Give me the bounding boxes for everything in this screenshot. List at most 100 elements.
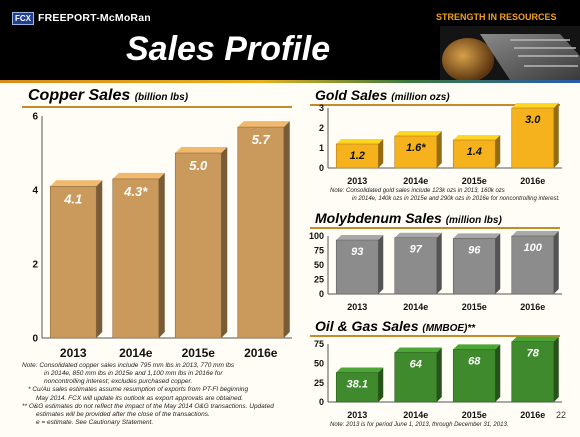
copper-note-line: in 2014e, 850 mm lbs in 2015e and 1,100 …: [44, 370, 223, 378]
gold-title-underline: [310, 104, 560, 106]
accent-strip: [0, 80, 580, 83]
bar-top: [453, 135, 501, 140]
bar: [394, 237, 438, 295]
x-tick-label: 2014e: [403, 176, 428, 186]
x-tick-label: 2014e: [119, 346, 153, 360]
bar-side: [378, 139, 384, 168]
bar-top: [336, 367, 384, 373]
x-tick-label: 2014e: [403, 410, 428, 420]
bar: [511, 235, 555, 295]
data-label: 64: [410, 359, 422, 371]
company-name: FREEPORT-McMoRan: [38, 12, 151, 24]
x-tick-label: 2013: [60, 346, 87, 360]
bar: [112, 178, 160, 339]
bar: [237, 126, 285, 339]
y-tick-label: 6: [32, 112, 38, 123]
data-label: 1.4: [467, 146, 482, 158]
moly-unit: (million lbs): [445, 215, 502, 226]
slide-title: Sales Profile: [126, 30, 331, 68]
bar-top: [50, 180, 103, 187]
y-tick-label: 3: [319, 103, 324, 113]
x-tick-label: 2016e: [520, 410, 545, 420]
moly-chart: 0 25 50 75 100 93 2013 97 2014e 96 2015e 100 2016e: [309, 231, 562, 312]
bar-side: [378, 235, 384, 294]
y-tick-label: 25: [314, 378, 324, 388]
y-tick-label: 100: [309, 231, 324, 241]
bar: [452, 139, 496, 169]
oilgas-notes: Note: 2013 is for period June 1, 2013, t…: [330, 422, 570, 430]
oilgas-title-underline: [310, 335, 560, 337]
copper-note-line: e = estimate. See Cautionary Statement.: [36, 418, 154, 426]
x-tick-label: 2015e: [462, 302, 487, 312]
logo-text: FCX: [15, 14, 31, 23]
copper-note-line: noncontrolling interest; excludes purcha…: [44, 378, 193, 386]
x-tick-label: 2015e: [462, 176, 487, 186]
copper-note-line: May 2014. FCX will update its outlook as…: [36, 394, 244, 402]
bar-side: [495, 344, 501, 402]
x-tick-label: 2016e: [520, 176, 545, 186]
bar-top: [237, 121, 290, 128]
oilgas-title-text: Oil & Gas Sales: [315, 318, 419, 334]
copper-title-text: Copper Sales: [28, 87, 131, 104]
copper-note-line: ** O&G estimates do not reflect the impa…: [22, 402, 274, 410]
data-label: 96: [468, 244, 481, 256]
company-logo-icon: FCX: [12, 12, 34, 25]
oilgas-title: Oil & Gas Sales (MMBOE)**: [315, 318, 475, 334]
y-tick-label: 0: [319, 397, 324, 407]
gold-notes: Note: Consolidated gold sales include 12…: [330, 188, 570, 203]
copper-chart: 0 2 4 6 4.1 2013 4.3* 2014e 5.0 2015e 5.7 2016e: [32, 112, 292, 360]
copper-title-underline: [22, 106, 292, 108]
bar-top: [336, 235, 384, 241]
y-tick-label: 0: [32, 334, 38, 345]
x-tick-label: 2014e: [403, 302, 428, 312]
y-tick-label: 0: [319, 163, 324, 173]
y-tick-label: 50: [314, 358, 324, 368]
data-label: 93: [351, 246, 363, 258]
y-tick-label: 4: [32, 186, 38, 197]
bar-side: [378, 367, 384, 402]
page-number: 22: [556, 410, 567, 420]
x-tick-label: 2015e: [182, 346, 216, 360]
bar-side: [283, 121, 290, 338]
copper-title: Copper Sales (billion lbs): [28, 87, 188, 105]
bar: [511, 341, 555, 403]
data-label: 97: [410, 244, 423, 256]
y-tick-label: 2: [32, 260, 38, 271]
y-tick-label: 2: [319, 123, 324, 133]
bar-side: [436, 131, 442, 168]
bar-top: [336, 139, 384, 144]
x-tick-label: 2016e: [244, 346, 278, 360]
bar-top: [453, 233, 501, 239]
bar-top: [175, 147, 228, 153]
mining-imagery-icon: [440, 26, 580, 80]
moly-title-text: Molybdenum Sales: [315, 210, 442, 226]
data-label: 68: [468, 355, 481, 367]
data-label: 4.3*: [123, 184, 148, 199]
bar: [394, 135, 438, 169]
bar-top: [453, 344, 501, 350]
bar-side: [495, 135, 501, 168]
bar: [452, 238, 496, 295]
data-label: 5.0: [189, 158, 208, 173]
y-tick-label: 1: [319, 143, 324, 153]
bar: [335, 239, 379, 295]
bar-top: [511, 336, 559, 342]
bar: [394, 352, 438, 403]
x-tick-label: 2013: [347, 176, 367, 186]
data-label: 100: [524, 242, 543, 254]
bar-side: [436, 347, 442, 402]
bar-side: [553, 103, 559, 168]
bar: [452, 349, 496, 403]
bar-side: [158, 172, 165, 338]
oilgas-note-line: Note: 2013 is for period June 1, 2013, t…: [330, 422, 509, 428]
moly-title: Molybdenum Sales (million lbs): [315, 210, 502, 226]
bar-side: [96, 180, 103, 338]
data-label: 4.1: [63, 191, 82, 206]
x-tick-label: 2016e: [520, 302, 545, 312]
bar: [174, 152, 222, 339]
bar-top: [112, 172, 165, 179]
bar-top: [511, 103, 559, 108]
copper-notes: Note: Consolidated copper sales include …: [22, 362, 322, 427]
y-tick-label: 25: [314, 275, 324, 285]
oilgas-chart: 0 25 50 75 38.1 2013 64 2014e 68 2015e 78 2016e: [314, 336, 562, 420]
